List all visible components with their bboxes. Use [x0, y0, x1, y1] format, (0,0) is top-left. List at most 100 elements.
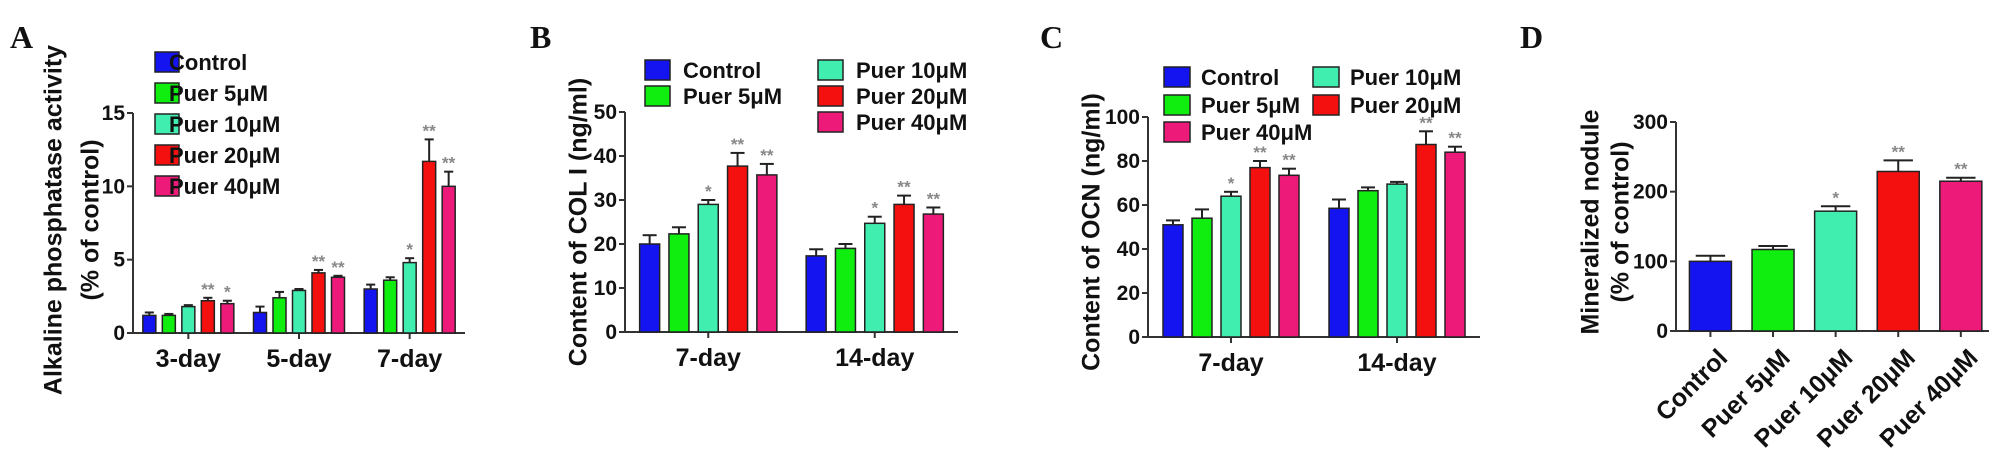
bar [922, 213, 945, 333]
legend-label: Puer 10μM [169, 112, 280, 137]
legend-label: Control [169, 50, 247, 75]
legend-swatch [154, 113, 180, 135]
panel-label: A [10, 19, 33, 55]
significance-marker: ** [312, 252, 326, 271]
bar [726, 165, 749, 333]
legend-label: Control [1201, 65, 1279, 90]
y-tick-label: 20 [1117, 282, 1140, 305]
significance-marker: * [1832, 188, 1839, 207]
significance-marker: * [1228, 174, 1235, 193]
y-axis-title: (% of control) [77, 139, 105, 300]
significance-marker: ** [201, 280, 215, 299]
bar [421, 160, 437, 334]
bar [893, 203, 915, 333]
legend-swatch [644, 59, 671, 81]
panel-a: A 0 5 10 15 Alkaline phosphatase activity (% o… [10, 19, 465, 395]
significance-marker: ** [1448, 129, 1462, 148]
bar [668, 233, 690, 333]
bar [252, 311, 268, 334]
legend-label: Puer 20μM [169, 143, 280, 168]
y-tick-label: 200 [1633, 181, 1668, 204]
y-tick-label: 300 [1633, 111, 1668, 134]
bar [1249, 166, 1271, 338]
significance-marker: ** [927, 189, 941, 208]
bar [181, 305, 196, 334]
bar [1386, 183, 1408, 338]
y-tick-label: 50 [594, 101, 617, 124]
legend-swatch [154, 82, 180, 104]
y-tick-label: 80 [1117, 150, 1140, 173]
y-tick-label: 0 [1128, 326, 1140, 349]
bar [1415, 143, 1437, 338]
panel-label: D [1520, 19, 1543, 55]
legend-swatch [1163, 121, 1191, 143]
y-axis-title: Content of OCN (ng/ml) [1078, 93, 1106, 371]
legend-label: Puer 40μM [1201, 120, 1312, 145]
significance-marker: ** [760, 146, 774, 165]
bar [1751, 248, 1795, 332]
legend-swatch [154, 175, 180, 197]
significance-marker: ** [331, 258, 345, 277]
bar [441, 185, 456, 334]
legend-swatch [154, 144, 180, 166]
bar [363, 288, 378, 334]
bar [638, 243, 661, 333]
bar [697, 203, 719, 333]
significance-marker: ** [731, 135, 745, 154]
bar [220, 302, 235, 334]
legend-label: Puer 5μM [169, 81, 268, 106]
significance-marker: ** [1282, 151, 1296, 170]
bar [291, 289, 307, 334]
y-tick-label: 10 [102, 175, 125, 198]
significance-marker: ** [897, 178, 911, 197]
y-tick-label: 0 [605, 321, 617, 344]
bar [834, 247, 857, 333]
y-tick-label: 40 [594, 145, 617, 168]
y-axis-title: Content of COL I (ng/ml) [565, 78, 593, 366]
y-axis-title: Mineralized nodule [1577, 109, 1605, 334]
y-tick-label: 60 [1117, 194, 1140, 217]
bar [1278, 174, 1300, 338]
x-tick-label: 5-day [266, 345, 331, 373]
bar [382, 279, 398, 334]
significance-marker: ** [1419, 113, 1433, 132]
legend-label: Puer 10μM [1350, 65, 1461, 90]
y-tick-label: 20 [594, 233, 617, 256]
y-tick-label: 10 [594, 277, 617, 300]
y-tick-label: 0 [113, 322, 125, 345]
legend-swatch [817, 59, 844, 81]
significance-marker: * [224, 283, 231, 302]
bar [1220, 195, 1242, 338]
x-tick-label: 14-day [835, 344, 914, 372]
x-tick-label: 7-day [1198, 349, 1263, 377]
y-tick-label: 15 [102, 102, 126, 125]
bar [200, 299, 216, 334]
legend-swatch [644, 85, 671, 107]
legend-label: Puer 10μM [856, 58, 967, 83]
legend-swatch [1312, 94, 1340, 116]
legend-label: Control [683, 58, 761, 83]
bar [1813, 210, 1858, 332]
x-tick-label: 14-day [1357, 349, 1436, 377]
legend-swatch [154, 51, 180, 73]
panel-label: B [530, 19, 551, 55]
legend-swatch [817, 85, 844, 107]
y-axis-title: Alkaline phosphatase activity [40, 45, 68, 395]
significance-marker: ** [1954, 160, 1968, 179]
bar [756, 174, 778, 333]
bar [161, 314, 177, 334]
y-tick-label: 30 [594, 189, 617, 212]
significance-marker: * [871, 199, 878, 218]
y-tick-label: 100 [1633, 250, 1668, 273]
bar [1357, 189, 1379, 338]
bar [1162, 224, 1184, 338]
bar [330, 276, 346, 334]
legend-label: Puer 5μM [1201, 93, 1300, 118]
bar [1688, 260, 1733, 332]
legend-label: Puer 5μM [683, 84, 782, 109]
y-tick-label: 100 [1105, 106, 1140, 129]
legend-swatch [1163, 66, 1191, 88]
bar [805, 255, 827, 333]
bar [864, 222, 886, 333]
